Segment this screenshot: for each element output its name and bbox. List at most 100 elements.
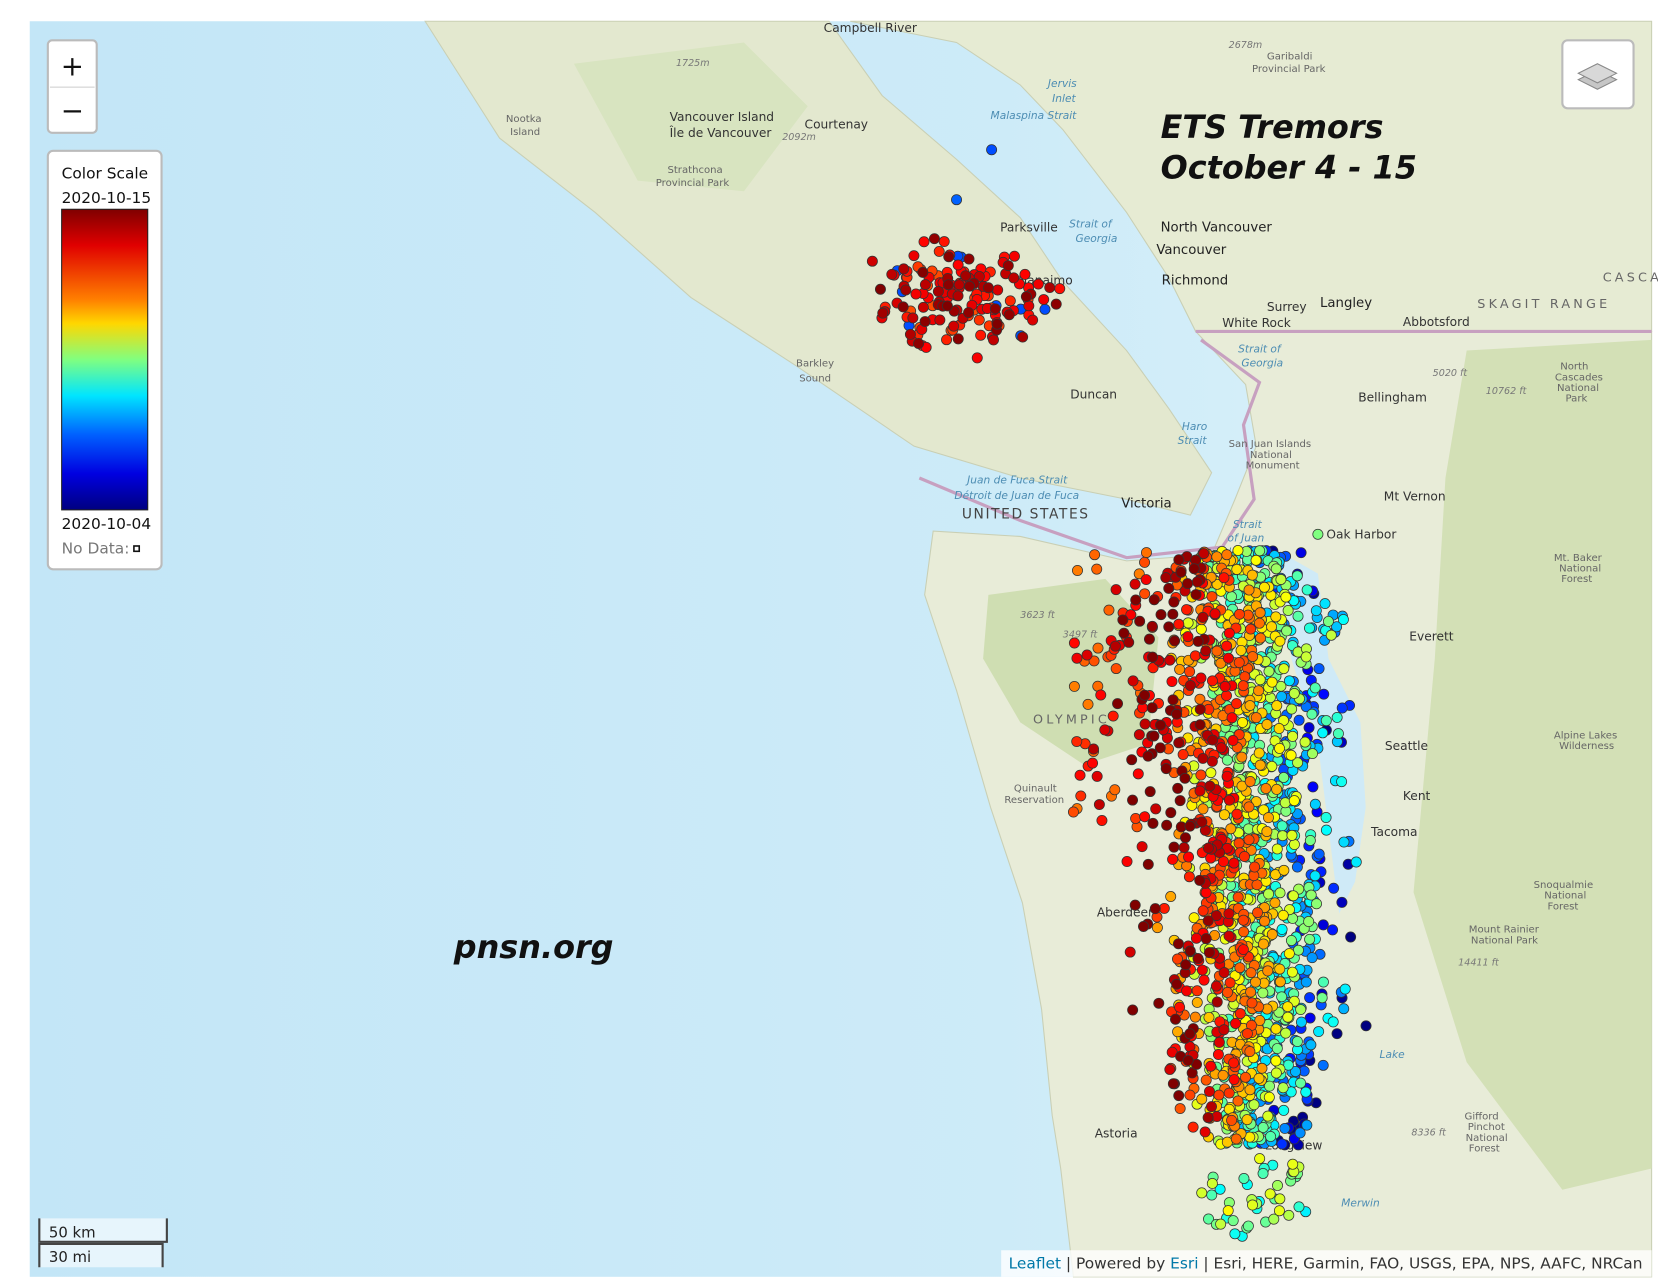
tremor bbox=[1276, 691, 1288, 702]
tremor bbox=[1266, 928, 1278, 940]
scale-bar: 50 km 30 mi bbox=[38, 1218, 168, 1268]
tremor bbox=[1195, 623, 1207, 635]
place-label: Forest bbox=[1547, 901, 1578, 912]
tremor bbox=[1110, 584, 1122, 596]
tremor bbox=[1263, 1091, 1275, 1103]
tremor bbox=[1184, 666, 1196, 678]
tremor bbox=[1300, 651, 1312, 663]
tremor bbox=[1147, 662, 1159, 674]
tremor bbox=[1259, 915, 1271, 927]
tremor bbox=[866, 255, 878, 267]
tremor bbox=[1222, 1205, 1234, 1217]
tremor bbox=[1179, 832, 1191, 844]
place-label: National bbox=[1557, 383, 1599, 394]
tremor bbox=[1254, 674, 1266, 686]
attribution-sources: | Esri, HERE, Garmin, FAO, USGS, EPA, NP… bbox=[1199, 1254, 1643, 1272]
place-label: Tacoma bbox=[1370, 825, 1417, 839]
tremor bbox=[1292, 610, 1304, 622]
tremor bbox=[1271, 843, 1283, 855]
zoom-in[interactable]: + bbox=[61, 49, 84, 82]
tremor bbox=[1225, 823, 1237, 835]
place-label: Park bbox=[1566, 394, 1588, 405]
tremor bbox=[1123, 636, 1135, 648]
place-label: 5020 ft bbox=[1433, 368, 1469, 379]
tremor bbox=[1130, 594, 1142, 606]
tremor bbox=[1072, 565, 1083, 576]
tremor bbox=[1147, 817, 1159, 829]
tremor bbox=[1275, 680, 1287, 692]
tremor bbox=[986, 144, 998, 156]
tremor bbox=[1197, 905, 1209, 917]
place-label: Richmond bbox=[1162, 274, 1229, 289]
tremor bbox=[1258, 581, 1270, 593]
place-label: Forest bbox=[1469, 1143, 1500, 1154]
tremor bbox=[1203, 947, 1215, 959]
tremor bbox=[1189, 1011, 1201, 1023]
tremor bbox=[1234, 1008, 1246, 1020]
tremor bbox=[1186, 1067, 1198, 1079]
tremor bbox=[1223, 930, 1235, 942]
tremor bbox=[1331, 711, 1343, 723]
place-label: North Vancouver bbox=[1161, 221, 1273, 236]
tremor bbox=[1093, 799, 1105, 811]
tremor bbox=[1192, 952, 1204, 964]
tremor bbox=[1181, 604, 1193, 616]
tremor bbox=[960, 270, 972, 282]
legend-no-data: No Data: bbox=[62, 539, 130, 557]
place-label: National bbox=[1544, 891, 1586, 902]
tremor bbox=[1233, 608, 1245, 620]
place-label: Kent bbox=[1403, 789, 1431, 803]
place-label: Cascades bbox=[1555, 372, 1603, 383]
tremor bbox=[1178, 842, 1190, 854]
tremor bbox=[1223, 908, 1235, 920]
tremor bbox=[992, 284, 1004, 296]
tremor bbox=[1263, 812, 1274, 824]
tremor bbox=[1218, 967, 1230, 979]
tremor bbox=[975, 329, 987, 341]
tremor bbox=[1285, 935, 1297, 946]
attribution: Leaflet | Powered by Esri | Esri, HERE, … bbox=[1009, 1254, 1643, 1272]
tremor bbox=[1232, 891, 1244, 903]
tremor bbox=[952, 290, 964, 302]
tremor bbox=[1246, 997, 1258, 1009]
place-label: Strathcona bbox=[667, 165, 722, 176]
tremor bbox=[1245, 986, 1257, 998]
scale-km: 50 km bbox=[49, 1224, 96, 1242]
tremor bbox=[1167, 853, 1179, 865]
tremor bbox=[1092, 642, 1104, 654]
tremor bbox=[1184, 945, 1196, 957]
esri-link[interactable]: Esri bbox=[1170, 1254, 1198, 1272]
tremor bbox=[1188, 563, 1200, 575]
tremor bbox=[1257, 987, 1269, 999]
tremor bbox=[1202, 842, 1214, 854]
tremor bbox=[1136, 841, 1148, 853]
tremor bbox=[1206, 1101, 1217, 1113]
tremor bbox=[1165, 807, 1177, 819]
tremor bbox=[1256, 1062, 1268, 1074]
tremor bbox=[1275, 573, 1287, 585]
tremor bbox=[1288, 795, 1300, 807]
tremor bbox=[1237, 914, 1249, 926]
place-label: Mount Rainier bbox=[1469, 925, 1540, 936]
layers-control[interactable] bbox=[1561, 39, 1635, 110]
tremor bbox=[1306, 708, 1318, 720]
tremor bbox=[1181, 985, 1193, 997]
border bbox=[918, 338, 1262, 560]
tremor bbox=[1174, 795, 1186, 807]
tremor bbox=[1075, 790, 1087, 802]
tremor bbox=[1261, 718, 1273, 730]
zoom-out[interactable]: − bbox=[61, 94, 84, 127]
tremor bbox=[1291, 570, 1303, 582]
attribution-text: | Powered by bbox=[1061, 1254, 1170, 1272]
place-label: Strait of bbox=[1069, 217, 1114, 230]
tremor bbox=[1173, 737, 1185, 749]
tremor bbox=[1306, 952, 1318, 964]
place-label: Strait bbox=[1233, 518, 1263, 531]
place-label: Haro bbox=[1182, 420, 1207, 433]
tremor bbox=[1139, 689, 1151, 701]
tremor bbox=[1199, 1126, 1211, 1138]
tremor bbox=[1196, 964, 1208, 976]
leaflet-link[interactable]: Leaflet bbox=[1009, 1254, 1061, 1272]
tremor bbox=[1276, 991, 1288, 1003]
